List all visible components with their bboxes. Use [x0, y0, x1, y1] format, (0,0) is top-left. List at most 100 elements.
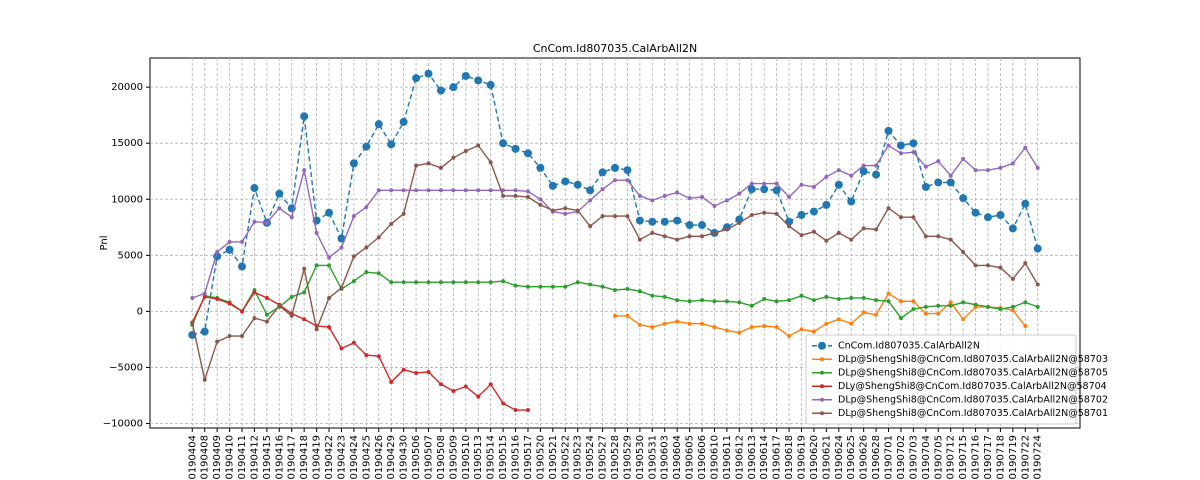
point — [339, 245, 344, 250]
x-tick-label: 20190418 — [299, 435, 310, 480]
point — [190, 320, 195, 325]
point — [501, 401, 506, 406]
point — [722, 223, 731, 232]
point — [799, 182, 804, 187]
point — [501, 279, 506, 284]
point — [898, 215, 903, 220]
y-tick-label: 0 — [137, 306, 143, 317]
point — [737, 191, 742, 196]
point — [872, 170, 881, 179]
point — [339, 285, 344, 290]
point — [762, 210, 767, 215]
point — [314, 230, 319, 235]
point — [215, 297, 220, 302]
point — [1010, 161, 1015, 166]
point — [451, 155, 456, 160]
point — [488, 280, 493, 285]
point — [961, 156, 966, 161]
point — [898, 151, 903, 156]
x-tick-label: 20190412 — [249, 435, 260, 480]
point — [362, 142, 371, 151]
point — [787, 195, 792, 200]
point — [712, 204, 717, 208]
point — [215, 339, 220, 344]
point — [476, 188, 481, 193]
point — [911, 215, 916, 220]
point — [774, 211, 779, 216]
legend-label: DLp@ShengShi8@CnCom.Id807035.CalArbAll2N… — [838, 394, 1108, 405]
point — [200, 327, 209, 336]
point — [762, 181, 767, 186]
point — [538, 197, 543, 202]
point — [325, 208, 334, 217]
point — [824, 294, 829, 299]
point — [625, 214, 630, 219]
x-tick-label: 20190719 — [1008, 435, 1019, 480]
point — [463, 149, 468, 154]
point — [675, 237, 680, 242]
point — [550, 284, 555, 289]
x-tick-label: 20190507 — [424, 435, 435, 480]
point — [859, 167, 868, 176]
point — [687, 321, 692, 326]
y-tick-label: 10000 — [111, 194, 143, 205]
x-tick-label: 20190717 — [983, 435, 994, 480]
point — [973, 302, 978, 307]
point — [501, 193, 506, 198]
x-tick-label: 20190610 — [709, 435, 720, 480]
point — [712, 230, 717, 235]
point — [973, 168, 978, 173]
point — [662, 321, 667, 326]
x-tick-label: 20190712 — [946, 435, 957, 480]
point — [849, 295, 854, 300]
x-tick-label: 20190703 — [908, 435, 919, 480]
x-tick-label: 20190628 — [871, 435, 882, 480]
point — [414, 280, 419, 285]
y-tick-label: −10000 — [103, 419, 143, 430]
x-tick-label: 20190605 — [685, 435, 696, 480]
legend-label: DLp@ShengShi8@CnCom.Id807035.CalArbAll2N… — [838, 367, 1108, 378]
point — [824, 174, 829, 179]
point — [836, 168, 841, 173]
point — [648, 217, 657, 226]
point — [486, 80, 495, 89]
x-tick-label: 20190619 — [796, 435, 807, 480]
point — [613, 214, 617, 219]
point — [1023, 323, 1028, 328]
point — [712, 325, 717, 330]
x-tick-label: 20190613 — [747, 435, 758, 480]
point — [724, 198, 729, 203]
point — [687, 196, 692, 201]
point — [936, 303, 941, 308]
point — [252, 290, 257, 295]
point — [886, 143, 891, 148]
x-tick-label: 20190516 — [511, 435, 522, 480]
x-tick-label: 20190620 — [809, 435, 820, 480]
x-tick-label: 20190404 — [187, 435, 198, 480]
point — [240, 309, 245, 314]
point — [921, 182, 930, 191]
point — [575, 280, 580, 285]
x-tick-label: 20190513 — [473, 435, 484, 480]
point — [909, 139, 918, 148]
point — [351, 279, 356, 284]
point — [849, 237, 854, 242]
legend-marker — [820, 411, 824, 416]
x-tick-label: 20190529 — [622, 435, 633, 480]
point — [749, 325, 754, 330]
point — [662, 193, 667, 198]
point — [588, 198, 593, 203]
point — [414, 163, 419, 168]
point — [749, 212, 754, 217]
point — [586, 186, 595, 195]
point — [613, 178, 617, 183]
point — [911, 307, 916, 312]
point — [861, 163, 866, 168]
x-tick-label: 20190603 — [660, 435, 671, 480]
point — [364, 245, 369, 250]
series-line — [615, 292, 1026, 337]
point — [376, 188, 381, 193]
point — [700, 234, 705, 239]
point — [451, 389, 456, 393]
point — [698, 221, 707, 230]
